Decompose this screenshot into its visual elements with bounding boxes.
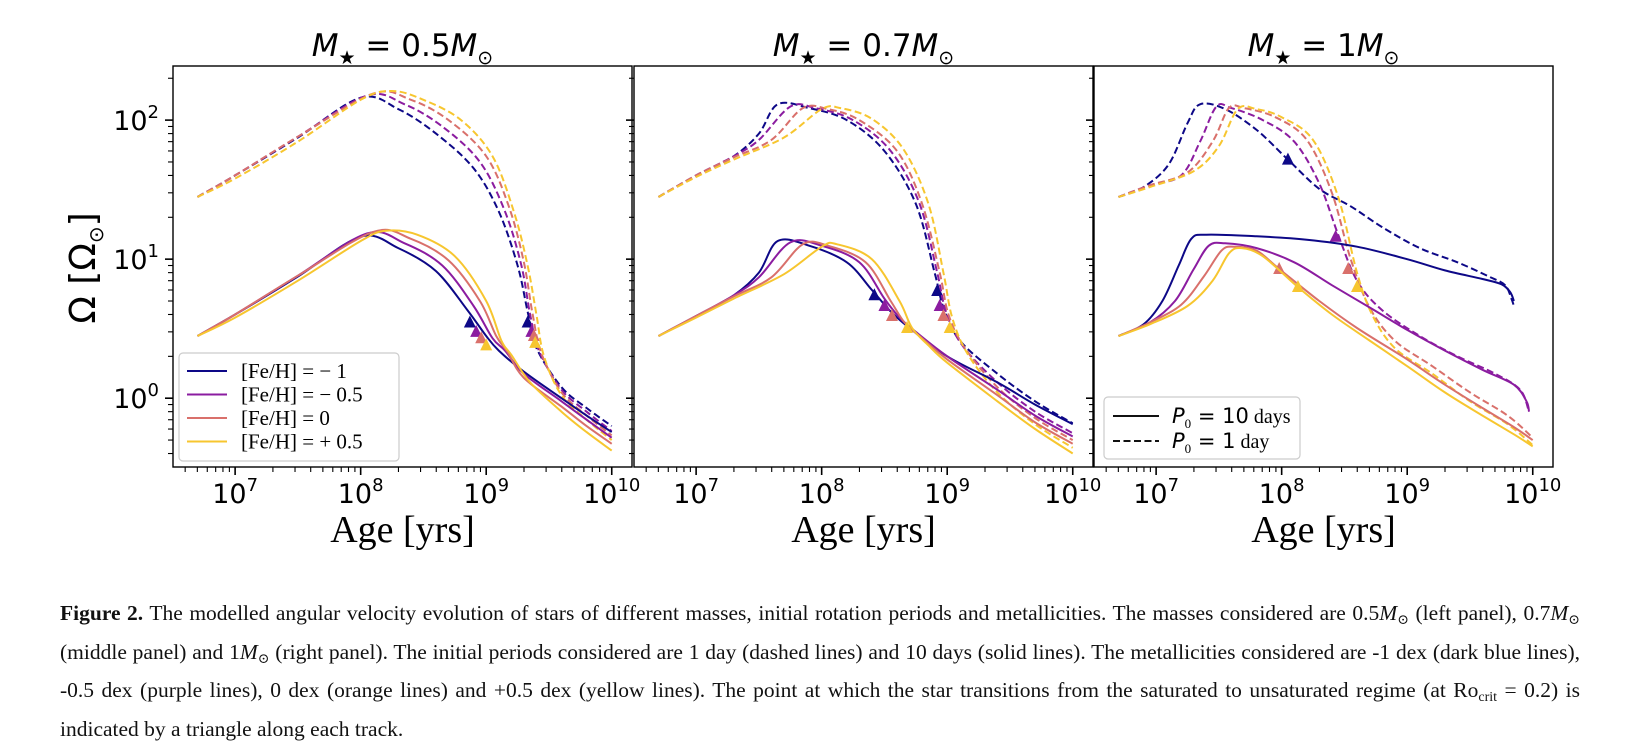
transition-triangle-marker	[1350, 280, 1363, 293]
caption-text-1: The modelled angular velocity evolution …	[143, 601, 1380, 625]
series-line	[196, 90, 613, 437]
transition-triangle-marker	[1329, 229, 1342, 242]
series-line	[1118, 103, 1530, 413]
caption-sun-2: ⊙	[1568, 613, 1580, 628]
transition-triangle-marker	[943, 320, 956, 333]
series-line	[1118, 241, 1530, 412]
caption-msun-3: M	[239, 639, 258, 664]
transition-triangle-marker	[1291, 280, 1304, 293]
axes-frame	[1093, 65, 1554, 468]
caption-text-2: (left panel), 0.7	[1408, 601, 1551, 625]
series-line	[1118, 104, 1534, 439]
series-line	[658, 105, 1074, 449]
transition-triangle-marker	[885, 309, 898, 322]
y-tick-label: 101	[113, 241, 159, 276]
x-tick-label: 107	[212, 475, 258, 510]
series-group	[1118, 102, 1534, 448]
series-line	[658, 241, 1074, 455]
x-tick-label: 1010	[583, 475, 640, 510]
transition-triangle-marker	[463, 315, 476, 328]
transition-triangle-marker	[878, 299, 891, 312]
caption-msun-1: M	[1379, 601, 1398, 625]
series-line	[196, 228, 613, 445]
x-axis-label: Age [yrs]	[791, 509, 936, 551]
series-line	[1118, 233, 1515, 337]
transition-triangle-marker	[475, 331, 488, 344]
axes-frame	[172, 65, 633, 468]
transition-triangle-marker	[931, 284, 944, 297]
legend-box	[1103, 396, 1301, 460]
x-tick-label: 1010	[1044, 475, 1101, 510]
legend-label: [Fe/H] = 0	[241, 406, 330, 430]
panel-title: M★ = 0.5M⊙	[312, 28, 493, 69]
caption-text-4: (right panel). The initial periods consi…	[60, 639, 1580, 703]
transition-triangle-marker	[868, 288, 881, 301]
x-tick-label: 109	[924, 475, 970, 510]
x-tick-label: 107	[673, 475, 719, 510]
caption-text-5: = 0.2) is indicated by a triangle along …	[60, 678, 1580, 741]
panel-title: M★ = 0.7M⊙	[773, 28, 954, 69]
transition-triangle-marker	[937, 309, 950, 322]
series-line	[197, 229, 613, 452]
legend-label: P0 = 1 day	[1172, 429, 1269, 456]
series-line	[658, 238, 1074, 426]
legend-label: [Fe/H] = − 0.5	[241, 383, 363, 407]
axes-frame	[633, 65, 1094, 468]
caption-text-3: (middle panel) and 1	[60, 639, 240, 664]
y-axis-label: Ω [Ω⊙]	[63, 212, 108, 323]
panel-title: M★ = 1M⊙	[1248, 28, 1400, 69]
series-line	[658, 240, 1074, 445]
legend-label: [Fe/H] = − 1	[241, 359, 347, 383]
x-tick-label: 108	[338, 475, 384, 510]
transition-triangle-marker	[521, 315, 534, 328]
series-line	[1118, 102, 1515, 307]
series-line	[657, 103, 1074, 435]
legend-label: [Fe/H] = + 0.5	[241, 430, 363, 454]
caption-msun-2: M	[1550, 601, 1569, 625]
transition-triangle-marker	[933, 299, 946, 312]
transition-triangle-marker	[527, 329, 540, 342]
caption-sun-1: ⊙	[1397, 613, 1409, 628]
x-tick-label: 108	[1259, 475, 1305, 510]
transition-triangle-marker	[1273, 261, 1286, 274]
figure-caption: Figure 2. The modelled angular velocity …	[60, 598, 1580, 744]
y-tick-label: 102	[113, 102, 159, 137]
x-axis-label: Age [yrs]	[1251, 509, 1396, 551]
x-tick-label: 1010	[1504, 475, 1561, 510]
series-line	[657, 104, 1074, 441]
transition-triangle-marker	[529, 335, 542, 348]
x-tick-label: 107	[1133, 475, 1179, 510]
legend-box	[178, 352, 400, 462]
transition-triangle-marker	[480, 338, 493, 351]
legend-label: P0 = 10 days	[1172, 404, 1291, 431]
panel-3: M★ = 1M⊙ 107 108 109 1010 Age [yrs] P0 = 10 da…	[1086, 28, 1561, 551]
series-line	[658, 239, 1074, 438]
caption-sun-3: ⊙	[257, 651, 270, 667]
x-axis-label: Age [yrs]	[330, 509, 475, 551]
panel-1: M★ = 0.5M⊙ 107 108 109 1010 Age [yrs] 100 101 10…	[113, 28, 640, 551]
series-group	[657, 101, 1074, 455]
panel-2: M★ = 0.7M⊙ 107 108 109 1010 Age [yrs]	[626, 28, 1101, 551]
caption-label: Figure 2.	[60, 601, 144, 625]
transition-triangle-marker	[901, 320, 914, 333]
caption-crit: crit	[1478, 690, 1498, 705]
series-group	[196, 90, 613, 452]
transition-triangle-marker	[470, 324, 483, 337]
x-tick-label: 109	[1384, 475, 1430, 510]
series-line	[657, 101, 1074, 425]
transition-triangle-marker	[1342, 261, 1355, 274]
series-line	[197, 90, 613, 441]
x-tick-label: 109	[463, 475, 509, 510]
transition-triangle-marker	[1281, 152, 1294, 165]
legend: [Fe/H] = − 1[Fe/H] = − 0.5[Fe/H] = 0[Fe/…	[178, 352, 400, 462]
x-tick-label: 108	[799, 475, 845, 510]
figure: M★ = 0.5M⊙ 107 108 109 1010 Age [yrs] 100 101 10…	[63, 28, 1561, 551]
y-tick-label: 100	[113, 380, 159, 415]
